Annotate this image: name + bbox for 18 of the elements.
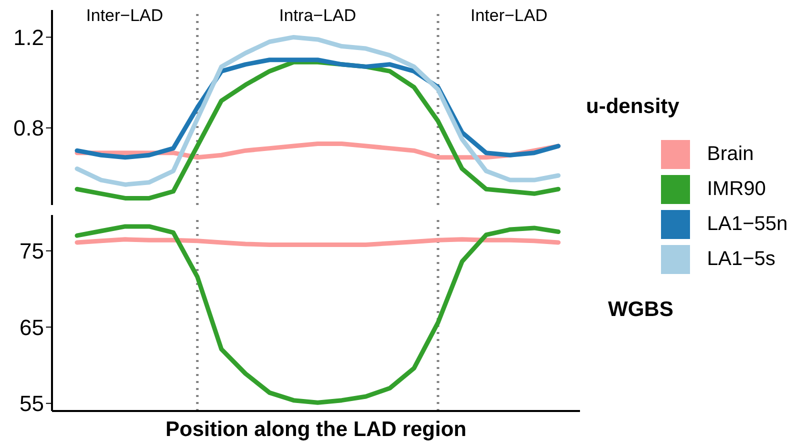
legend-label: LA1−5s [707,248,776,271]
y-tick-label: 75 [20,238,44,264]
legend-label: Brain [707,143,754,166]
y-tick-label: 1.2 [13,25,44,50]
y-tick-label: 65 [20,314,44,340]
legend-label: LA1−55n [707,213,788,236]
legend-title: u-density [586,95,680,119]
y-tick-label: 0.8 [13,116,44,141]
line-series [74,60,561,200]
annotation: Inter−LAD [469,6,548,26]
x-axis-title: Position along the LAD region [166,418,466,441]
annotation: Inter−LAD [85,6,164,26]
annotation: Intra−LAD [278,6,358,26]
legend-label: IMR90 [707,178,766,201]
y-tick-label: 55 [20,391,44,416]
line-series [74,34,561,187]
legend-title: WGBS [608,298,674,322]
line-series [74,224,561,405]
